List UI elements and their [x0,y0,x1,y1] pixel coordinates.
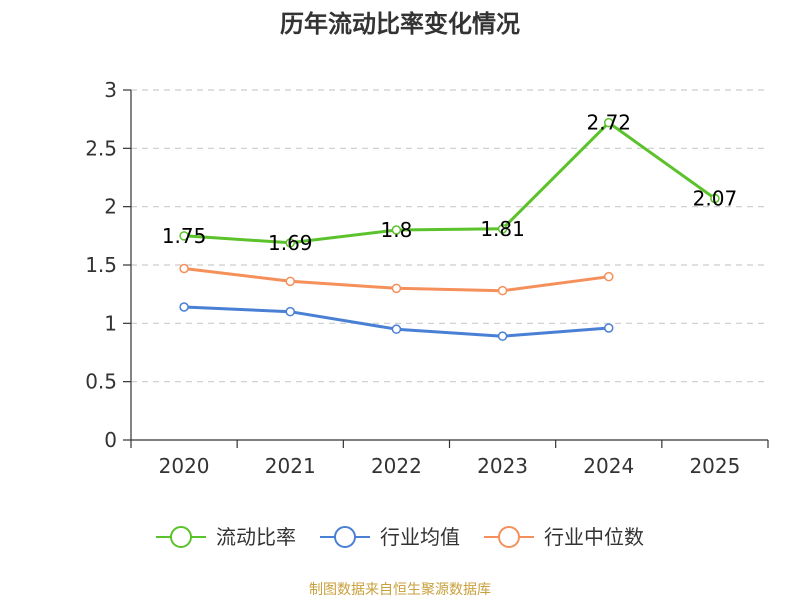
data-labels: 1.75 1.69 1.8 1.81 2.72 2.07 [162,111,737,255]
data-label: 1.81 [480,217,525,241]
data-point[interactable] [391,225,402,235]
y-tick-label: 1 [104,311,117,335]
data-point[interactable] [179,263,189,274]
data-point[interactable] [497,285,508,296]
data-point[interactable] [179,302,189,312]
data-point[interactable] [391,283,402,294]
data-point[interactable] [604,117,614,128]
y-tick-label: 0 [104,428,117,452]
y-tick-label: 0.5 [85,370,117,394]
legend-label: 行业中位数 [544,525,644,549]
x-tick-label: 2024 [583,454,634,478]
legend-item-2[interactable]: 行业中位数 [483,525,644,549]
y-tick-label: 2 [104,195,117,219]
series-layer [179,117,720,341]
data-label: 1.69 [268,231,313,255]
data-point[interactable] [179,231,189,241]
x-tick-label: 2020 [159,454,210,478]
legend-item-0[interactable]: 流动比率 [156,525,296,549]
legend-marker [497,526,520,548]
data-point[interactable] [285,276,295,287]
x-tick-label: 2023 [477,454,528,478]
x-tick-label: 2025 [689,454,740,478]
y-tick-label: 3 [104,78,117,102]
legend-label: 流动比率 [216,525,296,549]
data-label: 1.75 [162,224,207,248]
data-label: 2.07 [693,187,738,211]
grid-lines [131,89,768,383]
x-tick-label: 2022 [371,454,422,478]
data-point[interactable] [497,224,508,234]
data-label: 2.72 [586,111,631,135]
legend-label: 行业均值 [380,525,460,549]
series-line-0 [184,121,716,245]
y-tick-label: 2.5 [85,136,117,160]
axes: 0 0.5 1 1.5 2 2.5 3 2020 2021 2022 2023 2024 2025 [85,78,769,478]
legend-marker [170,526,193,548]
data-point[interactable] [285,306,295,317]
data-label: 1.8 [381,218,413,242]
y-tick-label: 1.5 [85,253,117,277]
data-point[interactable] [604,271,614,282]
data-point[interactable] [604,323,614,333]
legend-marker [334,526,357,548]
data-point[interactable] [710,193,720,204]
data-point[interactable] [285,238,295,248]
source-note: 制图数据来自恒生聚源数据库 [309,582,491,598]
x-tick-label: 2021 [265,454,316,478]
data-point[interactable] [497,331,508,341]
chart-title: 历年流动比率变化情况 [280,10,520,38]
legend[interactable]: 流动比率 行业均值 行业中位数 [156,525,644,549]
data-point[interactable] [391,324,402,334]
legend-item-1[interactable]: 行业均值 [320,525,460,549]
